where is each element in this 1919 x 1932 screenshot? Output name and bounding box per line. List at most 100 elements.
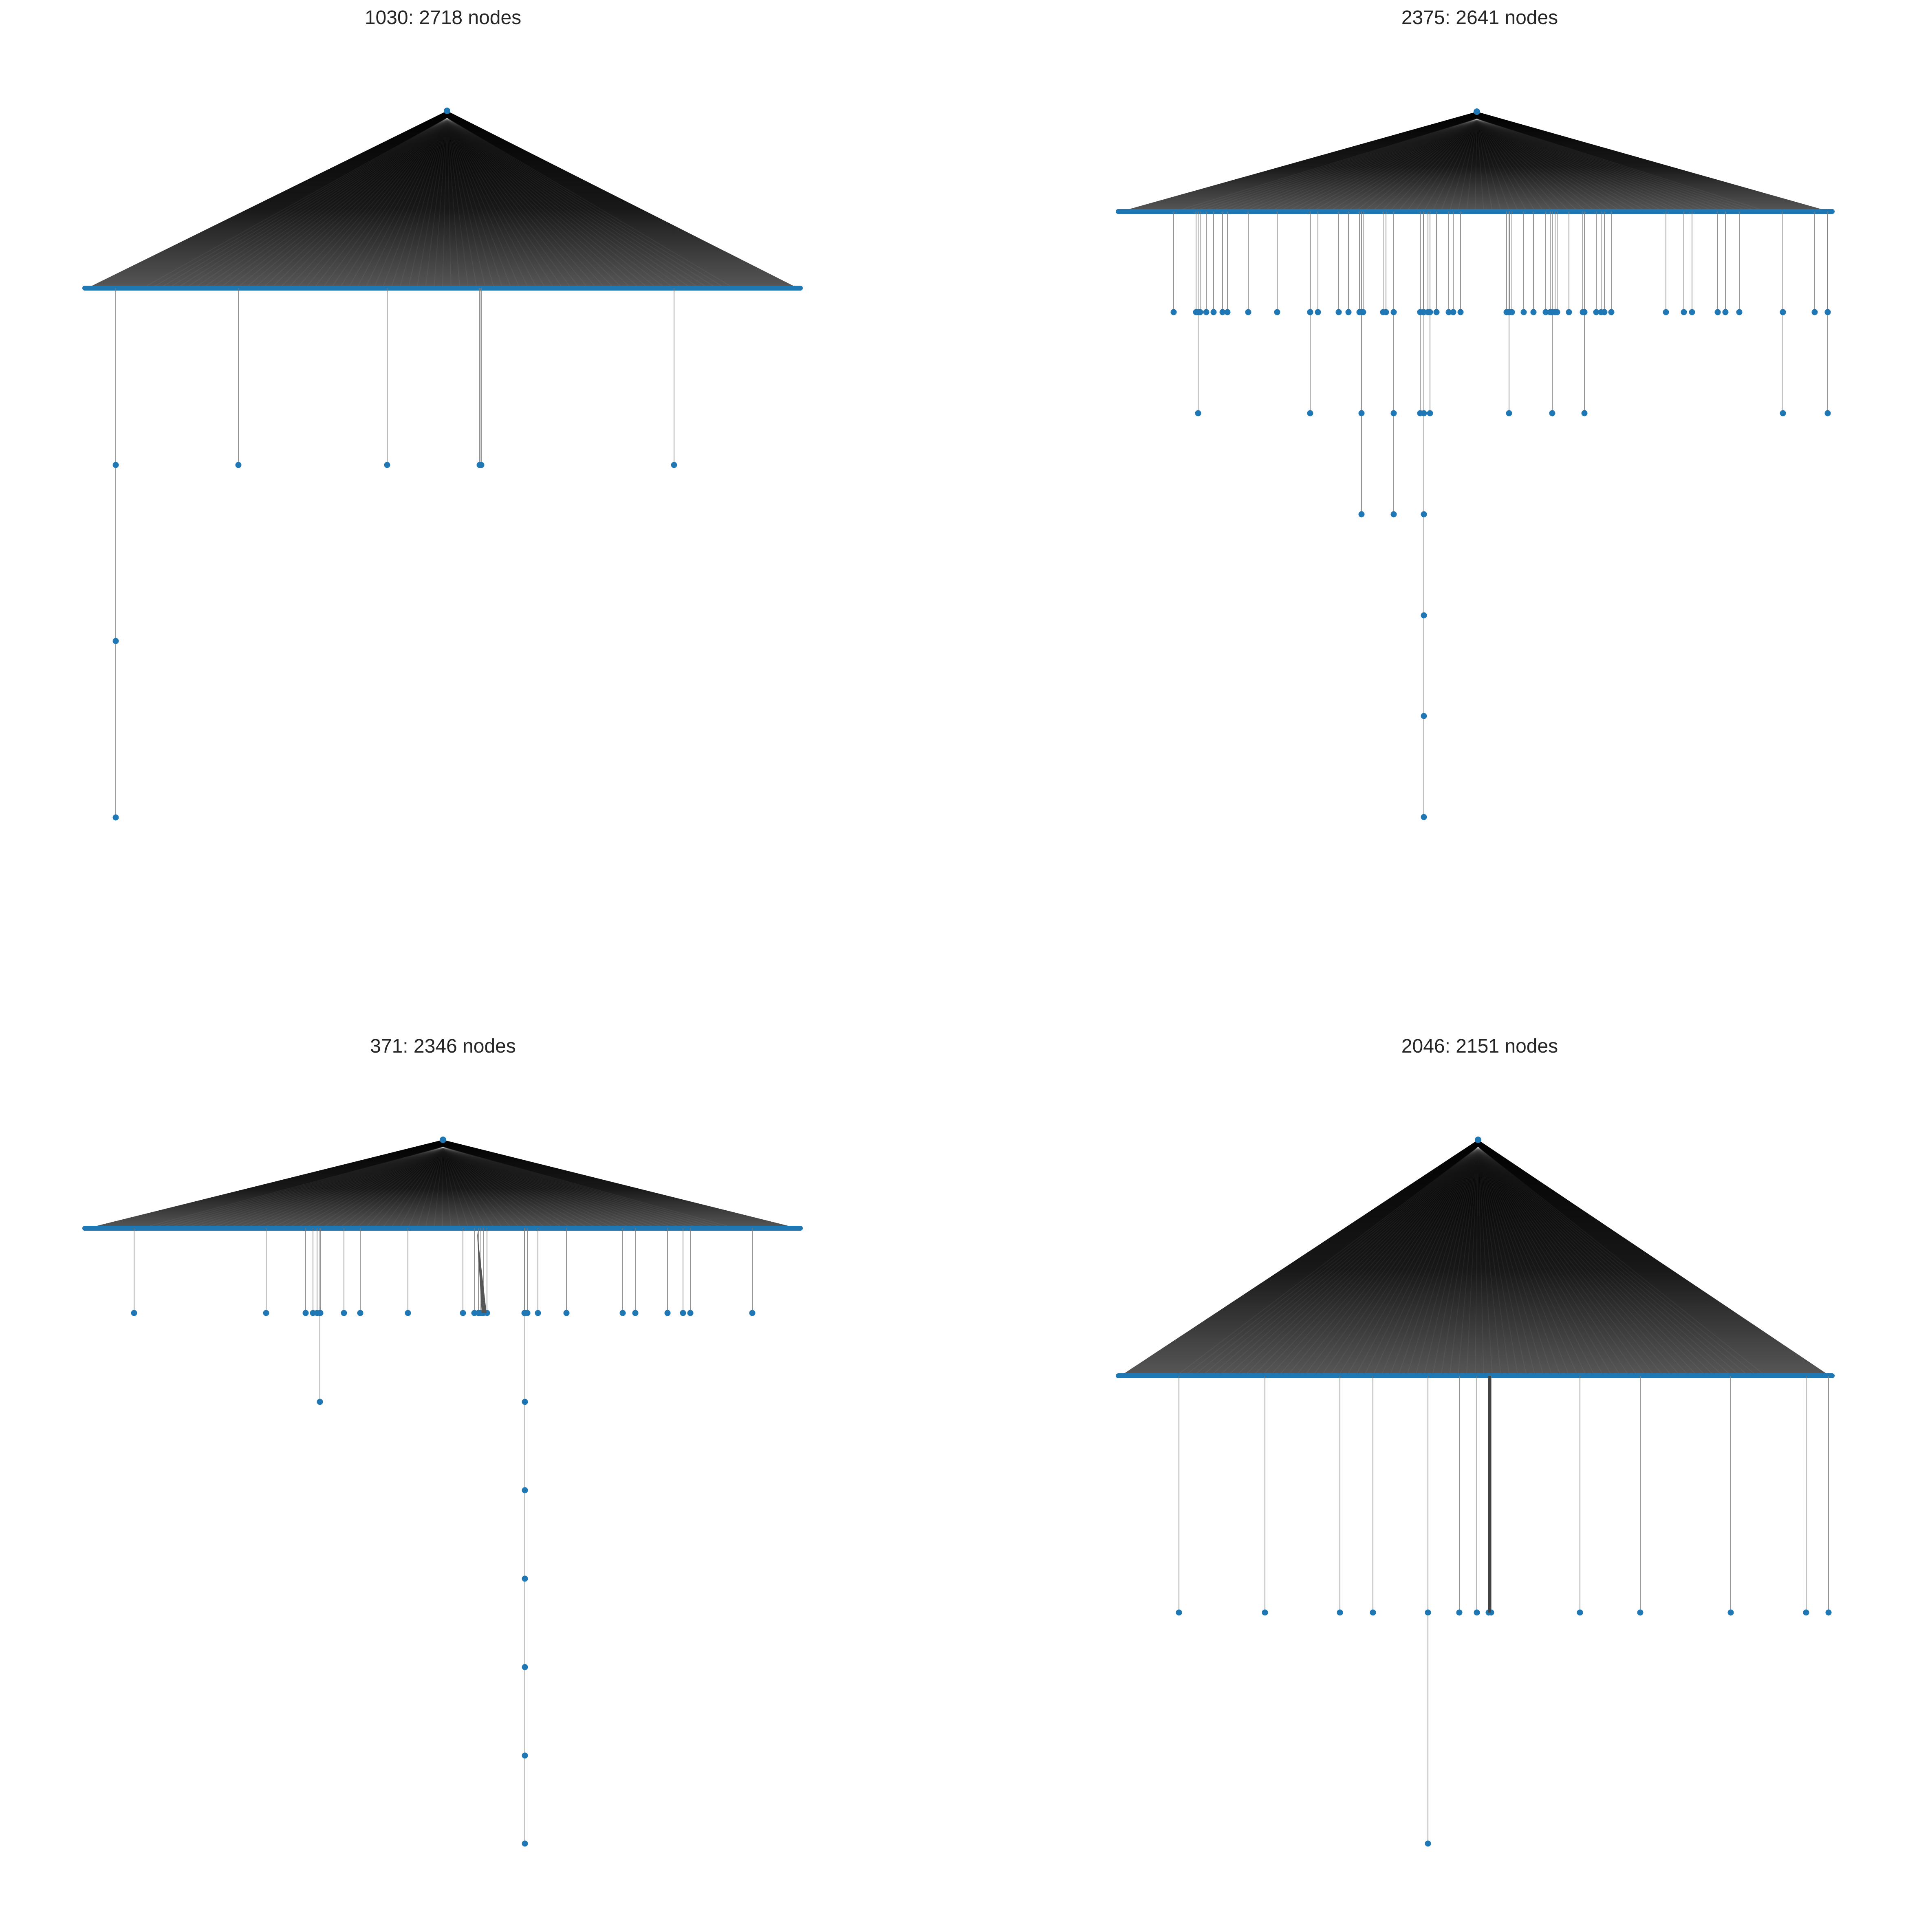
edge [1423, 119, 1477, 211]
edge [1458, 1147, 1478, 1375]
edge [1271, 119, 1477, 211]
root-node [1475, 1137, 1481, 1143]
edge [1478, 1147, 1731, 1375]
node [1506, 410, 1512, 416]
edge [1194, 1147, 1478, 1375]
node [1307, 410, 1313, 416]
edge-streaks [1177, 1147, 1765, 1375]
edge [447, 118, 648, 288]
edge [447, 118, 571, 288]
edge [1476, 119, 1705, 211]
edge [169, 118, 447, 288]
node [1456, 1609, 1463, 1616]
edge [1304, 1147, 1478, 1375]
node [1780, 309, 1786, 315]
edge [416, 118, 447, 288]
edge [447, 118, 529, 288]
edge [1476, 119, 1484, 211]
edge [1475, 1147, 1478, 1375]
edge [1478, 1147, 1663, 1375]
node [1433, 309, 1440, 315]
node [1780, 410, 1786, 416]
node [1195, 410, 1201, 416]
edge [1478, 1147, 1604, 1375]
edge [1330, 119, 1477, 211]
node [1637, 1609, 1644, 1616]
edge [443, 1147, 622, 1228]
edge [1476, 119, 1637, 211]
edge [1478, 1147, 1518, 1375]
node [1727, 1609, 1734, 1616]
edge [144, 1147, 443, 1228]
edge [443, 1147, 545, 1228]
node [1176, 1609, 1182, 1616]
edge [1478, 1147, 1484, 1375]
edge [1478, 1147, 1612, 1375]
edge [1478, 1147, 1739, 1375]
edge [195, 1147, 443, 1228]
edge [1415, 1147, 1478, 1375]
node [235, 462, 242, 468]
node [1736, 309, 1743, 315]
edge [1330, 1147, 1478, 1375]
node [1358, 410, 1365, 416]
edge [1476, 119, 1561, 211]
node [671, 462, 677, 468]
edge [443, 1147, 571, 1228]
edge [1228, 119, 1477, 211]
tree-panel-371 [82, 1137, 803, 1847]
edge [447, 118, 631, 288]
node [522, 1487, 528, 1494]
node [1219, 309, 1226, 315]
edge [443, 1147, 554, 1228]
edge [447, 118, 520, 288]
panel-title-2375: 2375: 2641 nodes [1401, 7, 1558, 29]
node [1824, 410, 1831, 416]
node [263, 1310, 269, 1316]
edge [443, 1147, 494, 1228]
node [1549, 309, 1555, 315]
node [1457, 309, 1464, 315]
edge [443, 1147, 707, 1228]
edge [1339, 119, 1477, 211]
node [1530, 309, 1537, 315]
edge [263, 1147, 443, 1228]
node [1425, 1609, 1431, 1616]
edge [416, 1147, 443, 1228]
node [1581, 309, 1588, 315]
edge [1237, 119, 1477, 211]
node [1262, 1609, 1268, 1616]
edge [1478, 1147, 1748, 1375]
edge [1322, 1147, 1478, 1375]
edge [1478, 1147, 1595, 1375]
edge [1478, 1147, 1536, 1375]
edge [306, 1147, 443, 1228]
edge [1390, 1147, 1478, 1375]
edge [447, 118, 460, 288]
edge [382, 1147, 443, 1228]
edge [1296, 119, 1477, 211]
node [522, 1575, 528, 1582]
edge [443, 1147, 639, 1228]
edge [443, 1147, 562, 1228]
edge [323, 1147, 443, 1228]
node [317, 1310, 323, 1316]
edge [408, 118, 447, 288]
node [1390, 410, 1397, 416]
edge [1478, 1147, 1655, 1375]
node [522, 1840, 528, 1847]
edge [1478, 1147, 1561, 1375]
edge [447, 118, 614, 288]
edge [447, 118, 707, 288]
node [1593, 309, 1600, 315]
edge [443, 1147, 588, 1228]
node [1601, 309, 1608, 315]
edge [365, 1147, 443, 1228]
edge [443, 1147, 733, 1228]
edge [1279, 119, 1477, 211]
edge [186, 118, 447, 288]
edge [1313, 1147, 1478, 1375]
edge [1476, 119, 1510, 211]
edge [443, 1147, 579, 1228]
